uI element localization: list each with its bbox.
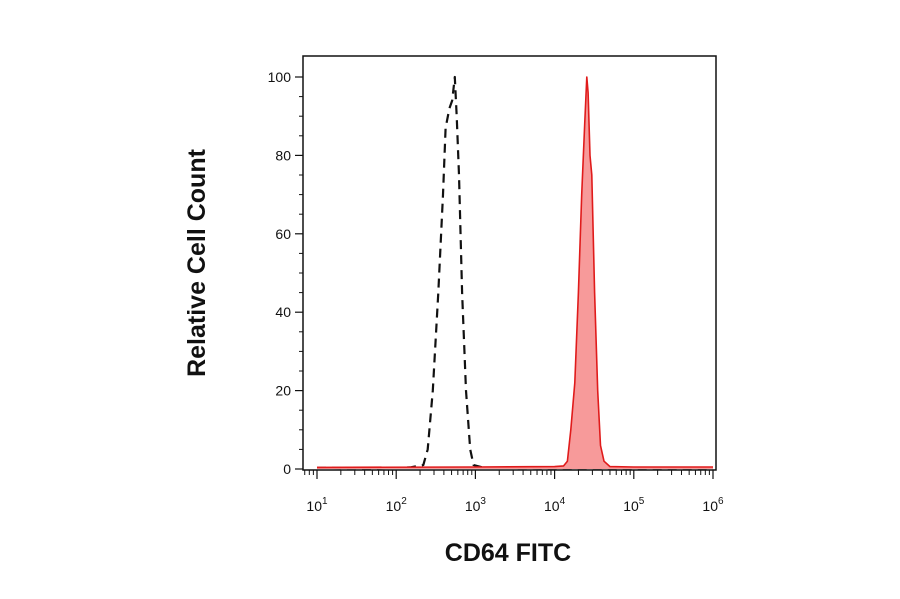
plot-frame bbox=[302, 55, 717, 471]
series-2-line bbox=[316, 76, 713, 469]
x-tick-label: 106 bbox=[702, 496, 724, 514]
x-tick-label: 102 bbox=[386, 496, 408, 514]
x-tick-label: 101 bbox=[306, 496, 328, 514]
y-tick-label: 100 bbox=[268, 69, 292, 85]
y-tick-label: 0 bbox=[283, 461, 291, 477]
y-axis-label: Relative Cell Count bbox=[183, 148, 211, 376]
series-1-line bbox=[316, 75, 713, 470]
y-tick-label: 20 bbox=[275, 383, 291, 399]
y-tick-label: 60 bbox=[275, 226, 291, 242]
x-tick-label: 103 bbox=[465, 496, 487, 514]
series-layer bbox=[316, 75, 713, 470]
x-tick-label: 105 bbox=[623, 496, 645, 514]
axes: 0 20 40 60 80 100 101 102 103 104 105 106 bbox=[268, 69, 724, 514]
x-tick-label: 104 bbox=[544, 496, 566, 514]
plot-border bbox=[302, 55, 717, 471]
x-axis-label: CD64 FITC bbox=[445, 539, 571, 567]
y-tick-label: 80 bbox=[275, 147, 291, 163]
y-tick-label: 40 bbox=[275, 304, 291, 320]
